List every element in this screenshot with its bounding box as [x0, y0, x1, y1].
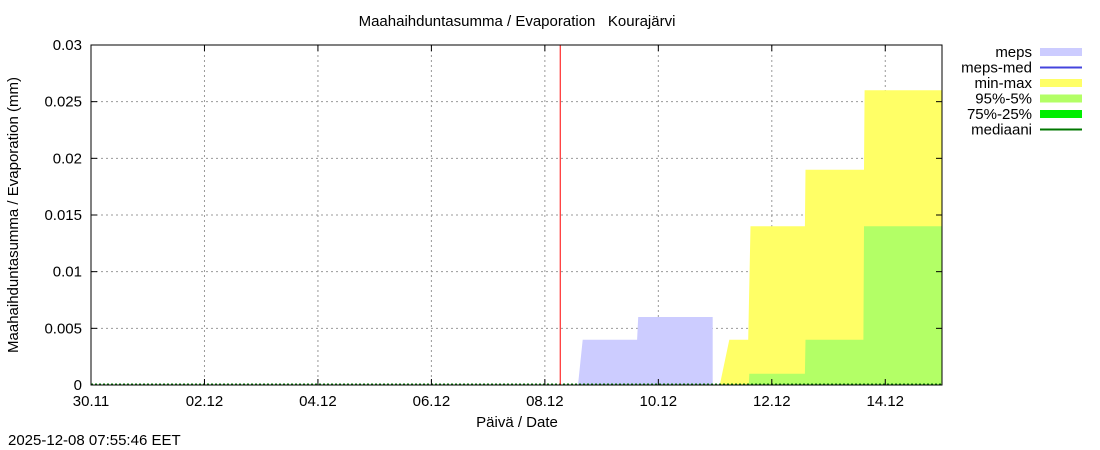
- legend-label: 75%-25%: [967, 106, 1032, 123]
- x-tick-label: 08.12: [526, 393, 564, 410]
- legend-label: mediaani: [971, 122, 1032, 139]
- chart-title: Maahaihduntasumma / Evaporation Kourajär…: [359, 13, 676, 30]
- y-tick-label: 0.005: [44, 320, 82, 337]
- x-tick-label: 14.12: [866, 393, 904, 410]
- legend-label: 95%-5%: [975, 91, 1032, 108]
- x-tick-label: 10.12: [640, 393, 678, 410]
- y-tick-label: 0.025: [44, 94, 82, 111]
- y-tick-label: 0.015: [44, 207, 82, 224]
- legend-swatch: [1040, 48, 1082, 56]
- x-tick-label: 02.12: [186, 393, 224, 410]
- series-95-5--area: [748, 226, 942, 385]
- y-tick-label: 0.02: [53, 150, 82, 167]
- legend-swatch: [1040, 94, 1082, 103]
- legend-swatch: [1040, 79, 1082, 87]
- x-tick-label: 30.11: [73, 393, 109, 410]
- legend-label: meps-med: [961, 60, 1032, 77]
- series-meps-area: [578, 317, 713, 385]
- legend-label: min-max: [974, 75, 1032, 92]
- timestamp: 2025-12-08 07:55:46 EET: [8, 432, 181, 449]
- legend-swatch: [1040, 110, 1082, 118]
- legend-label: meps: [995, 44, 1032, 61]
- x-tick-label: 06.12: [413, 393, 451, 410]
- y-axis-label: Maahaihduntasumma / Evaporation (mm): [5, 77, 22, 353]
- x-tick-label: 04.12: [299, 393, 337, 410]
- y-tick-label: 0.01: [53, 264, 82, 281]
- x-tick-label: 12.12: [753, 393, 791, 410]
- plot-frame: [90, 44, 943, 386]
- y-tick-label: 0: [74, 377, 82, 394]
- x-axis-label: Päivä / Date: [476, 414, 558, 431]
- y-tick-label: 0.03: [53, 37, 82, 54]
